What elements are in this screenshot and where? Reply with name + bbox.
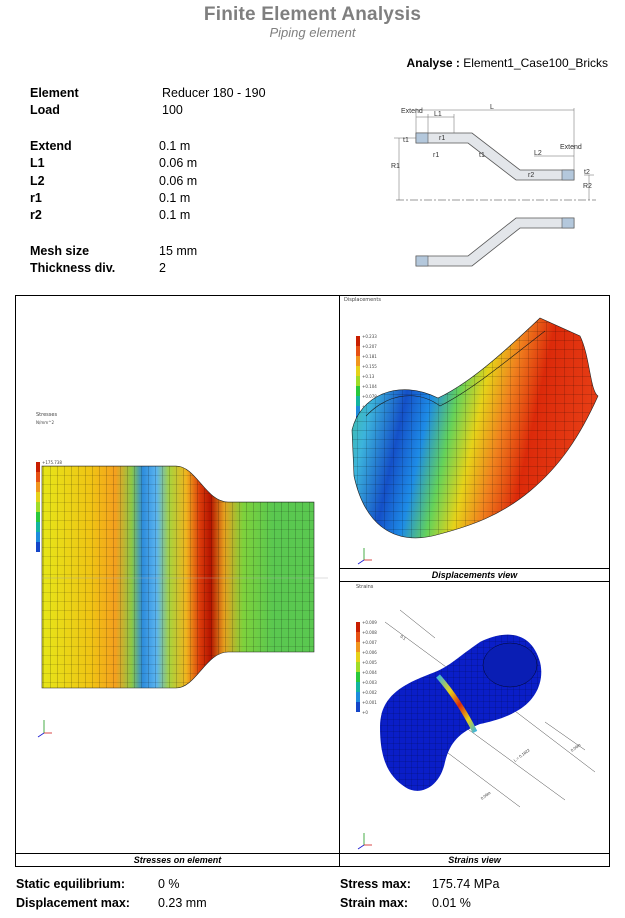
bottom-left-extend [415, 255, 429, 267]
disp-axis-triad [357, 548, 372, 565]
stress-axis-triad [37, 720, 52, 738]
disp-half-pipe [351, 317, 599, 539]
disp-legend-title: Displacements [344, 297, 381, 303]
diagram-label-l: L [490, 104, 494, 111]
diagram-label-t1-mid: t1 [479, 152, 485, 159]
disp-legend-value: +0.207 [362, 344, 377, 349]
displacements-caption: Displacements view [431, 570, 518, 580]
param-value-element: Reducer 180 - 190 [162, 86, 266, 100]
diagram-label-r1-top: r1 [439, 135, 445, 142]
analyse-label: Analyse : [406, 56, 460, 70]
param-value-r2: 0.1 m [159, 208, 191, 222]
strain-legend-bar [356, 622, 360, 712]
analyse-line: Analyse : Element1_Case100_Bricks [407, 56, 608, 70]
stresses-view: Stresses N/mm^2 +175.738 +156.21 +136.68… [36, 412, 328, 738]
strain-legend-value: +0.008 [362, 630, 377, 635]
param-value-extend: 0.1 m [159, 139, 191, 153]
param-label-extend: Extend [30, 139, 72, 153]
param-label-element: Element [30, 86, 79, 100]
param-value-thickness-div: 2 [159, 261, 166, 275]
param-label-l2: L2 [30, 174, 45, 188]
param-value-r1: 0.1 m [159, 191, 191, 205]
strain-dim-label: 0.1 [399, 634, 407, 642]
analyse-value: Element1_Case100_Bricks [463, 56, 608, 70]
top-right-extend [561, 169, 575, 181]
disp-legend-value: +0.181 [362, 354, 377, 359]
stress-legend-value: +175.738 [42, 460, 62, 465]
strain-dim-label: 0.06m [480, 790, 492, 801]
strain-legend-value: +0 [362, 710, 368, 715]
stress-max-value: 175.74 MPa [432, 877, 500, 891]
param-label-r2: r2 [30, 208, 42, 222]
param-value-load: 100 [162, 103, 183, 117]
param-value-l1: 0.06 m [159, 156, 198, 170]
disp-legend-value: +0.078 [362, 394, 377, 399]
strains-view: Strains +0.009 +0.008 +0.007 +0.006 +0.0… [356, 584, 596, 850]
displacement-max-value: 0.23 mm [158, 896, 207, 910]
diagram-label-r2: r2 [528, 172, 534, 179]
strain-legend-values: +0.009 +0.008 +0.007 +0.006 +0.005 +0.00… [362, 620, 377, 715]
diagram-label-t1-left: t1 [403, 137, 409, 144]
displacements-panel: Displacements +0.233 +0.207 +0.181 +0.15… [339, 295, 610, 569]
diagram-label-extend-left: Extend [401, 108, 423, 115]
param-label-r1: r1 [30, 191, 42, 205]
strain-legend-title: Strains [356, 584, 374, 590]
top-left-extend [415, 132, 429, 144]
diagram-label-t2: t2 [584, 169, 590, 176]
diagram-label-R2: R2 [583, 183, 592, 190]
stress-reducer-body [41, 465, 328, 689]
strains-caption: Strains view [448, 855, 501, 865]
param-value-mesh-size: 15 mm [159, 244, 198, 258]
stresses-panel: Stresses N/mm^2 +175.738 +156.21 +136.68… [15, 295, 340, 854]
strain-max-value: 0.01 % [432, 896, 471, 910]
stress-legend-title: Stresses [36, 412, 57, 418]
strain-legend-value: +0.009 [362, 620, 377, 625]
disp-legend-value: +0.13 [362, 374, 375, 379]
strain-max-label: Strain max: [340, 896, 409, 910]
diagram-label-extend-right: Extend [560, 144, 582, 151]
strains-panel: Strains +0.009 +0.008 +0.007 +0.006 +0.0… [339, 581, 610, 854]
disp-legend-value: +0.155 [362, 364, 377, 369]
disp-legend-value: +0.233 [362, 334, 377, 339]
report-subtitle: Piping element [269, 25, 356, 40]
stresses-caption-box: Stresses on element [15, 853, 340, 867]
stresses-caption: Stresses on element [133, 855, 222, 865]
strain-legend-value: +0.004 [362, 670, 377, 675]
strain-axis-triad [357, 833, 372, 850]
strain-legend-value: +0.006 [362, 650, 377, 655]
disp-legend-value: +0.104 [362, 384, 377, 389]
strain-legend-value: +0.003 [362, 680, 377, 685]
diagram-label-R1: R1 [391, 163, 400, 170]
param-value-l2: 0.06 m [159, 174, 198, 188]
stress-max-label: Stress max: [340, 877, 411, 891]
dimension-lines [394, 108, 594, 200]
displacements-caption-box: Displacements view [339, 568, 610, 582]
stress-legend-bar [36, 462, 40, 552]
report-title: Finite Element Analysis [203, 4, 422, 25]
bottom-wall [415, 217, 575, 267]
strain-reducer [380, 634, 542, 791]
strain-legend-value: +0.007 [362, 640, 377, 645]
param-label-load: Load [30, 103, 60, 117]
strain-dim-label: L = 0.1622 [513, 747, 532, 763]
displacements-view: Displacements +0.233 +0.207 +0.181 +0.15… [344, 297, 599, 565]
static-equilibrium-label: Static equilibrium: [16, 877, 126, 891]
bottom-right-extend [561, 217, 575, 229]
reducer-geometry-diagram: Extend L1 L t1 r1 r1 t1 L2 Extend r2 t2 … [391, 104, 596, 267]
param-label-l1: L1 [30, 156, 45, 170]
stress-legend-unit: N/mm^2 [36, 420, 54, 425]
diagram-label-l1: L1 [434, 111, 442, 118]
strain-dim-label: 0.06m [570, 742, 582, 753]
param-label-mesh-size: Mesh size [30, 244, 90, 258]
diagram-label-r1-bottom: r1 [433, 152, 439, 159]
strains-caption-box: Strains view [339, 853, 610, 867]
displacement-max-label: Displacement max: [16, 896, 130, 910]
strain-legend-value: +0.002 [362, 690, 377, 695]
strain-legend-value: +0.001 [362, 700, 377, 705]
param-label-thickness-div: Thickness div. [30, 261, 116, 275]
strain-legend-value: +0.005 [362, 660, 377, 665]
diagram-label-l2: L2 [534, 150, 542, 157]
static-equilibrium-value: 0 % [158, 877, 180, 891]
